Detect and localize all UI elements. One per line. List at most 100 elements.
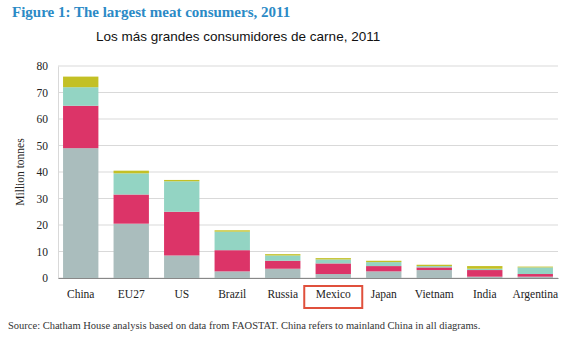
grid-line (58, 145, 558, 146)
bar-segment (316, 259, 351, 263)
y-axis-line (58, 67, 59, 279)
bar-segment (316, 258, 351, 259)
bar-segment (417, 265, 452, 266)
bar-segment (63, 87, 98, 106)
x-tick: Argentina (512, 278, 558, 301)
bar-segment (467, 277, 502, 278)
bar-segment (518, 274, 553, 277)
y-tick-label: 0 (42, 272, 48, 284)
x-tick: Russia (267, 278, 298, 300)
plot: 0 10 20 30 40 50 60 70 80 China EU27 US Brazil Russia… (37, 60, 559, 308)
bar-segment (114, 224, 149, 278)
bar-segment (63, 106, 98, 148)
y-tick-label: 10 (37, 246, 49, 258)
y-axis: 0 10 20 30 40 50 60 70 80 (37, 60, 59, 284)
subtitle: Los más grandes consumidores de carne, 2… (96, 29, 380, 44)
bar-segment (215, 232, 250, 251)
bar-segment (316, 263, 351, 274)
y-axis-title: Million tonnes (14, 138, 26, 206)
bar-segment (114, 171, 149, 174)
bar-segment (518, 267, 553, 274)
bar-segment (467, 269, 502, 270)
y-tick-label: 50 (37, 140, 49, 152)
y-tick-label: 40 (37, 166, 49, 178)
y-tick: 10 (37, 246, 59, 258)
x-tick-label: Vietnam (415, 288, 454, 300)
x-axis-line (59, 278, 559, 279)
y-tick-label: 20 (37, 219, 49, 231)
bar-segment (265, 261, 300, 269)
bar-segment (63, 148, 98, 278)
y-tick-label: 30 (37, 193, 49, 205)
x-tick-label: Mexico (316, 288, 351, 300)
grid-line (58, 66, 558, 67)
bar-segment (366, 261, 401, 262)
bar-segment (518, 277, 553, 278)
x-tick: India (473, 278, 497, 300)
x-tick: Mexico (316, 278, 351, 300)
x-tick-label: Argentina (512, 288, 558, 301)
bar-segment (215, 250, 250, 271)
y-tick: 40 (37, 166, 59, 178)
bar-segment (366, 266, 401, 271)
bar-segment (518, 266, 553, 268)
bar-segment (366, 271, 401, 278)
series (63, 106, 553, 277)
x-tick: China (67, 278, 94, 300)
title: Figure 1: The largest meat consumers, 20… (12, 4, 290, 20)
grid-line (58, 119, 558, 120)
bar-segment (63, 77, 98, 88)
bar-segment (265, 269, 300, 278)
bar-segment (215, 230, 250, 231)
y-tick: 20 (37, 219, 59, 231)
bar-segment (265, 255, 300, 260)
x-tick-label: Japan (371, 288, 397, 301)
y-tick: 30 (37, 193, 59, 205)
bar-segment (417, 267, 452, 270)
highlight-box (304, 286, 362, 308)
bar-segment (265, 254, 300, 255)
x-tick-label: India (473, 288, 497, 300)
grid-line (58, 92, 558, 93)
bar-segment (316, 274, 351, 278)
x-axis: China EU27 US Brazil Russia Mexico Japan Vietna… (59, 278, 559, 301)
bar-segment (164, 212, 199, 256)
y-tick: 80 (37, 60, 59, 72)
chart: Figure 1: The largest meat consumers, 20… (0, 0, 570, 343)
x-tick: US (174, 278, 189, 300)
x-tick-label: Brazil (218, 288, 246, 300)
y-tick-label: 60 (37, 113, 49, 125)
bar-segment (114, 195, 149, 224)
x-tick: Brazil (218, 278, 246, 300)
x-tick-label: US (174, 288, 189, 300)
y-tick-label: 70 (37, 87, 49, 99)
x-tick-label: China (67, 288, 94, 300)
grid-line (58, 172, 558, 173)
y-tick: 0 (42, 272, 58, 284)
x-tick: Japan (371, 278, 397, 301)
grid (58, 66, 558, 278)
y-tick: 50 (37, 140, 59, 152)
series (63, 77, 553, 269)
source: Source: Chatham House analysis based on … (8, 320, 480, 331)
bar-segment (164, 255, 199, 278)
bars (63, 77, 553, 278)
bar-segment (366, 262, 401, 266)
bar-segment (467, 266, 502, 269)
x-tick: Vietnam (415, 278, 454, 300)
x-tick: EU27 (118, 278, 145, 300)
bar-segment (164, 181, 199, 211)
x-tick-label: EU27 (118, 288, 145, 300)
y-tick-label: 80 (37, 60, 49, 72)
series (63, 148, 553, 278)
bar-segment (417, 266, 452, 267)
y-tick: 70 (37, 87, 59, 99)
series (63, 87, 553, 274)
bar-segment (417, 270, 452, 278)
bar-segment (164, 180, 199, 181)
x-tick-label: Russia (267, 288, 298, 300)
y-tick: 60 (37, 113, 59, 125)
bar-segment (114, 173, 149, 194)
bar-segment (467, 270, 502, 277)
bar-segment (215, 271, 250, 278)
